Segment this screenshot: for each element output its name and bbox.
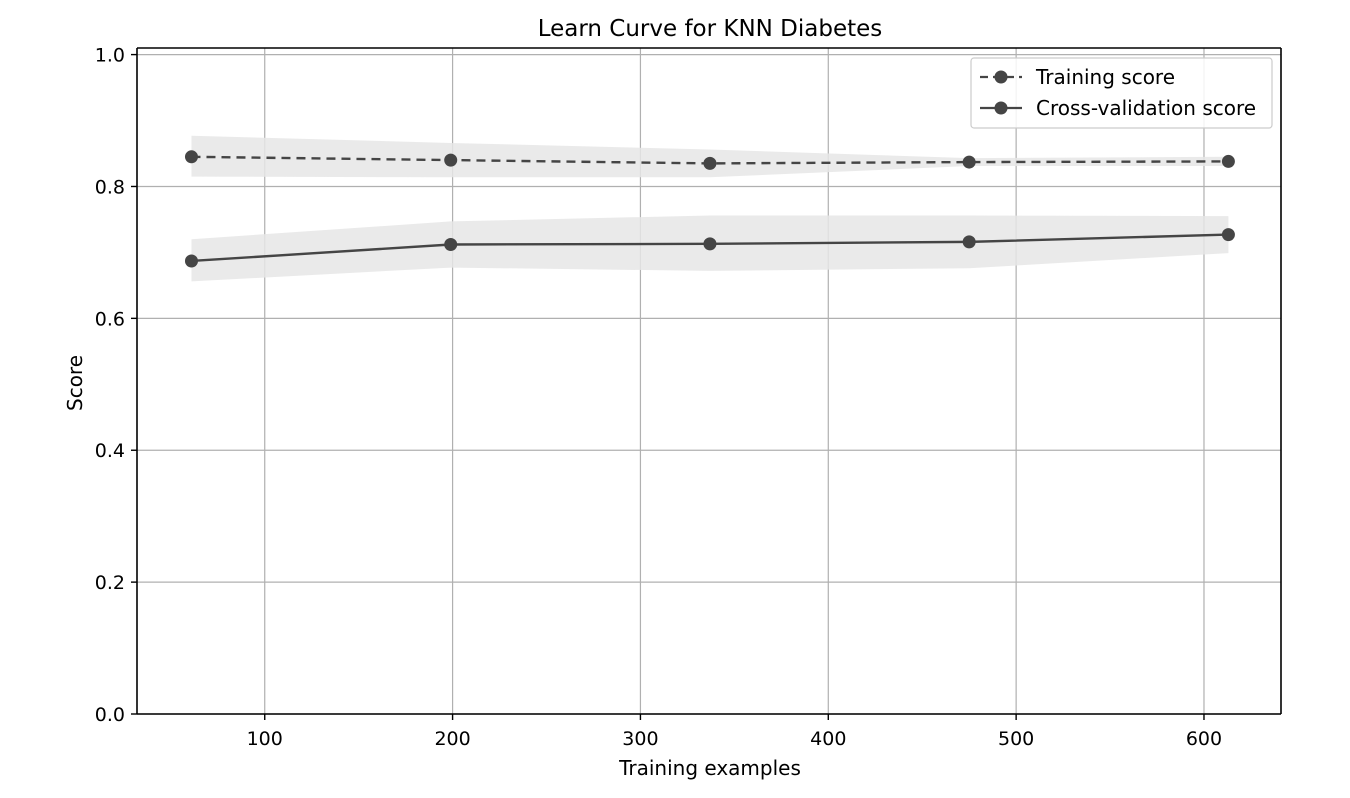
x-tick-label: 600 [1186,728,1222,750]
y-tick-label: 0.4 [95,440,125,462]
y-tick-label: 0.6 [95,308,125,330]
training-point [703,156,717,170]
training-point [184,150,198,164]
y-tick-label: 0.8 [95,176,125,198]
training-band [191,135,1229,178]
x-tick-label: 500 [998,728,1034,750]
legend-label-cv: Cross-validation score [1036,96,1256,120]
cross-validation-point [703,237,717,251]
series-points [184,150,1235,268]
x-tick-label: 400 [810,728,846,750]
legend-marker-cv [994,101,1008,115]
x-tick-label: 200 [434,728,470,750]
legend-label-training: Training score [1035,65,1175,89]
y-tick-label: 0.0 [95,704,125,726]
training-point [1221,154,1235,168]
training-point [962,155,976,169]
x-axis-label: Training examples [618,756,801,780]
legend: Training score Cross-validation score [970,57,1273,129]
x-tick-label: 300 [622,728,658,750]
x-tick-label: 100 [247,728,283,750]
training-point [444,153,458,167]
y-axis-label: Score [63,355,87,411]
legend-box [970,57,1273,129]
cross-validation-point [444,238,458,252]
cross-validation-point [1221,228,1235,242]
cross-validation-point [962,235,976,249]
legend-marker-training [994,70,1008,84]
tick-labels: 100 200 300 400 500 600 0.0 0.2 0.4 0.6 0.8 1.0 [95,45,1222,750]
axes [131,47,1282,720]
chart-title: Learn Curve for KNN Diabetes [538,16,883,42]
y-tick-label: 0.2 [95,572,125,594]
y-tick-label: 1.0 [95,45,125,67]
cross-validation-point [184,254,198,268]
